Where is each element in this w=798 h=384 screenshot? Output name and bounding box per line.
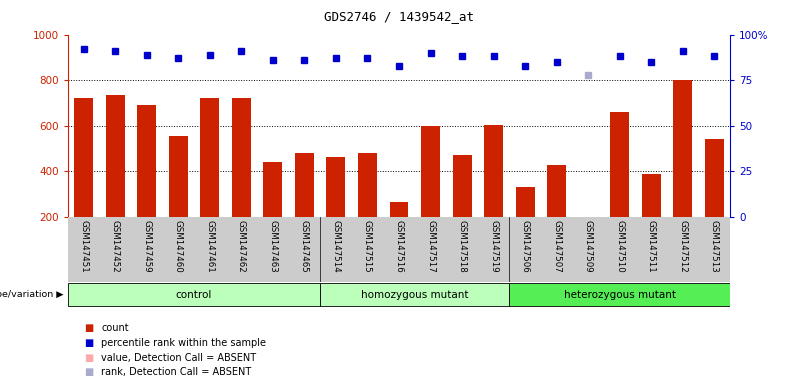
Text: count: count <box>101 323 129 333</box>
Text: GSM147512: GSM147512 <box>678 220 687 273</box>
Text: genotype/variation ▶: genotype/variation ▶ <box>0 290 64 299</box>
Bar <box>452 156 472 217</box>
Bar <box>105 95 124 217</box>
Text: GSM147459: GSM147459 <box>142 220 151 273</box>
Bar <box>421 126 440 217</box>
Bar <box>579 217 598 251</box>
FancyBboxPatch shape <box>320 283 509 306</box>
Text: ■: ■ <box>84 353 93 362</box>
Bar <box>200 98 219 217</box>
Bar <box>389 202 409 217</box>
Text: ■: ■ <box>84 367 93 377</box>
Text: GSM147510: GSM147510 <box>615 220 624 273</box>
Bar <box>168 136 188 217</box>
Text: GSM147463: GSM147463 <box>268 220 278 273</box>
Text: GSM147517: GSM147517 <box>426 220 435 273</box>
Bar <box>610 112 630 217</box>
Bar <box>137 105 156 217</box>
Text: GSM147451: GSM147451 <box>79 220 88 273</box>
Text: GSM147514: GSM147514 <box>331 220 341 273</box>
FancyBboxPatch shape <box>68 283 320 306</box>
Bar <box>74 98 93 217</box>
Bar <box>484 125 503 217</box>
Text: GSM147461: GSM147461 <box>205 220 214 273</box>
Text: GSM147460: GSM147460 <box>174 220 183 273</box>
Bar <box>516 187 535 217</box>
Text: GSM147462: GSM147462 <box>237 220 246 273</box>
Bar <box>232 98 251 217</box>
Text: GSM147519: GSM147519 <box>489 220 498 273</box>
Bar <box>263 162 282 217</box>
Bar <box>326 157 346 217</box>
Bar <box>705 139 724 217</box>
Text: GSM147511: GSM147511 <box>647 220 656 273</box>
Text: GSM147518: GSM147518 <box>457 220 467 273</box>
Bar <box>674 80 693 217</box>
Text: GSM147506: GSM147506 <box>520 220 530 273</box>
Text: GDS2746 / 1439542_at: GDS2746 / 1439542_at <box>324 10 474 23</box>
Text: heterozygous mutant: heterozygous mutant <box>563 290 676 300</box>
Text: homozygous mutant: homozygous mutant <box>361 290 468 300</box>
Text: percentile rank within the sample: percentile rank within the sample <box>101 338 267 348</box>
Text: value, Detection Call = ABSENT: value, Detection Call = ABSENT <box>101 353 256 362</box>
Text: ■: ■ <box>84 338 93 348</box>
Text: GSM147452: GSM147452 <box>111 220 120 273</box>
Text: GSM147513: GSM147513 <box>710 220 719 273</box>
Text: ■: ■ <box>84 323 93 333</box>
Text: rank, Detection Call = ABSENT: rank, Detection Call = ABSENT <box>101 367 251 377</box>
Text: GSM147465: GSM147465 <box>300 220 309 273</box>
Text: control: control <box>176 290 212 300</box>
Bar <box>642 174 661 217</box>
Text: GSM147509: GSM147509 <box>584 220 593 273</box>
Bar <box>68 217 730 282</box>
Bar <box>295 153 314 217</box>
FancyBboxPatch shape <box>509 283 730 306</box>
Text: GSM147516: GSM147516 <box>394 220 404 273</box>
Text: GSM147515: GSM147515 <box>363 220 372 273</box>
Text: GSM147507: GSM147507 <box>552 220 561 273</box>
Bar <box>547 164 566 217</box>
Bar <box>358 153 377 217</box>
